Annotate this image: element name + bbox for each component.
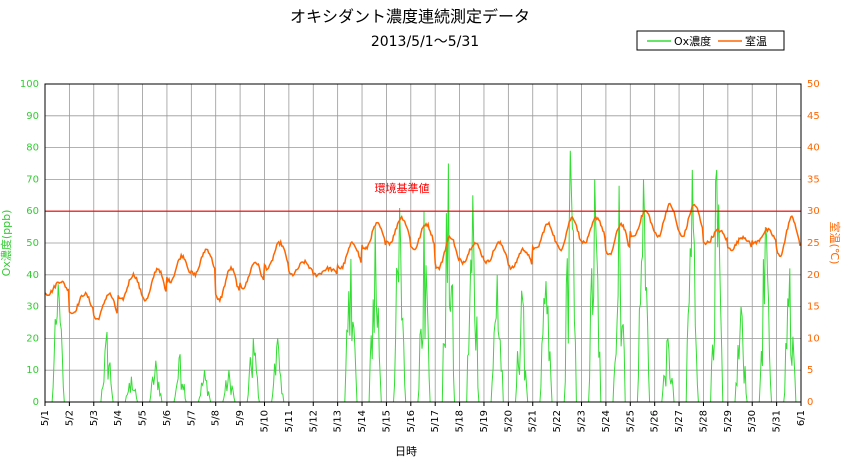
series-temp-line xyxy=(44,202,801,321)
x-tick-label: 5/19 xyxy=(479,410,490,432)
x-tick-label: 5/9 xyxy=(235,410,246,426)
chart-subtitle: 2013/5/1～5/31 xyxy=(371,34,479,50)
x-tick-label: 5/28 xyxy=(698,410,709,432)
x-tick-label: 5/7 xyxy=(186,410,197,426)
y-right-tick-label: 5 xyxy=(807,365,813,376)
x-tick-label: 5/30 xyxy=(747,410,758,432)
y-right-tick-label: 20 xyxy=(807,270,820,281)
x-tick-label: 5/18 xyxy=(455,410,466,432)
legend-label-temp: 室温 xyxy=(745,34,767,48)
x-tick-label: 6/1 xyxy=(796,410,807,426)
y-right-tick-label: 50 xyxy=(807,79,820,90)
x-tick-label: 5/24 xyxy=(601,410,612,432)
y-right-tick-label: 40 xyxy=(807,143,820,154)
x-tick-label: 5/13 xyxy=(333,410,344,432)
x-tick-label: 5/21 xyxy=(528,410,539,432)
x-tick-label: 5/25 xyxy=(625,410,636,432)
x-tick-label: 5/4 xyxy=(113,410,124,426)
x-tick-label: 5/17 xyxy=(430,410,441,432)
x-tick-label: 5/6 xyxy=(162,410,173,426)
y-right-tick-label: 35 xyxy=(807,174,820,185)
x-tick-label: 5/27 xyxy=(674,410,685,432)
chart-title: オキシダント濃度連続測定データ xyxy=(290,7,530,26)
x-tick-label: 5/29 xyxy=(723,410,734,432)
ticks: 0 10 20 30 40 50 60 70 80 90 100 0 5 10 15 20 25 30 35 40 45… xyxy=(20,79,820,432)
x-axis-label: 日時 xyxy=(395,445,417,458)
y-axis-left-label: Ox濃度(ppb) xyxy=(0,210,13,277)
x-tick-label: 5/2 xyxy=(64,410,75,426)
y-left-tick-label: 0 xyxy=(33,397,39,408)
y-axis-right-label: 室温(℃) xyxy=(828,222,841,265)
x-tick-label: 5/22 xyxy=(552,410,563,432)
legend-label-ox: Ox濃度 xyxy=(674,34,711,48)
x-tick-label: 5/14 xyxy=(357,410,368,432)
x-tick-label: 5/20 xyxy=(503,410,514,432)
x-tick-label: 5/5 xyxy=(138,410,149,426)
x-tick-label: 5/1 xyxy=(40,410,51,426)
x-tick-label: 5/16 xyxy=(406,410,417,432)
grid xyxy=(45,84,801,402)
x-tick-label: 5/11 xyxy=(284,410,295,432)
y-left-tick-label: 90 xyxy=(26,111,39,122)
plot-frame xyxy=(44,83,802,403)
x-tick-label: 5/10 xyxy=(259,410,270,432)
x-tick-label: 5/15 xyxy=(381,410,392,432)
x-tick-label: 5/3 xyxy=(89,410,100,426)
legend-box xyxy=(636,30,785,51)
y-right-tick-label: 25 xyxy=(807,238,820,249)
y-right-tick-label: 0 xyxy=(807,397,813,408)
reference-line-label: 環境基準値 xyxy=(375,181,430,195)
y-left-tick-label: 10 xyxy=(26,365,39,376)
y-right-tick-label: 10 xyxy=(807,333,820,344)
legend: Ox濃度 室温 xyxy=(636,30,785,51)
y-left-tick-label: 20 xyxy=(26,333,39,344)
x-tick-label: 5/26 xyxy=(650,410,661,432)
x-tick-label: 5/12 xyxy=(308,410,319,432)
y-right-tick-label: 30 xyxy=(807,206,820,217)
x-tick-label: 5/31 xyxy=(772,410,783,432)
y-left-tick-label: 80 xyxy=(26,143,39,154)
y-left-tick-label: 40 xyxy=(26,270,39,281)
x-tick-label: 5/8 xyxy=(211,410,222,426)
y-right-tick-label: 15 xyxy=(807,302,820,313)
y-left-tick-label: 70 xyxy=(26,174,39,185)
y-left-tick-label: 30 xyxy=(26,302,39,313)
y-right-tick-label: 45 xyxy=(807,111,820,122)
x-tick-label: 5/23 xyxy=(577,410,588,432)
y-left-tick-label: 60 xyxy=(26,206,39,217)
y-left-tick-label: 100 xyxy=(20,79,39,90)
y-left-tick-label: 50 xyxy=(26,238,39,249)
